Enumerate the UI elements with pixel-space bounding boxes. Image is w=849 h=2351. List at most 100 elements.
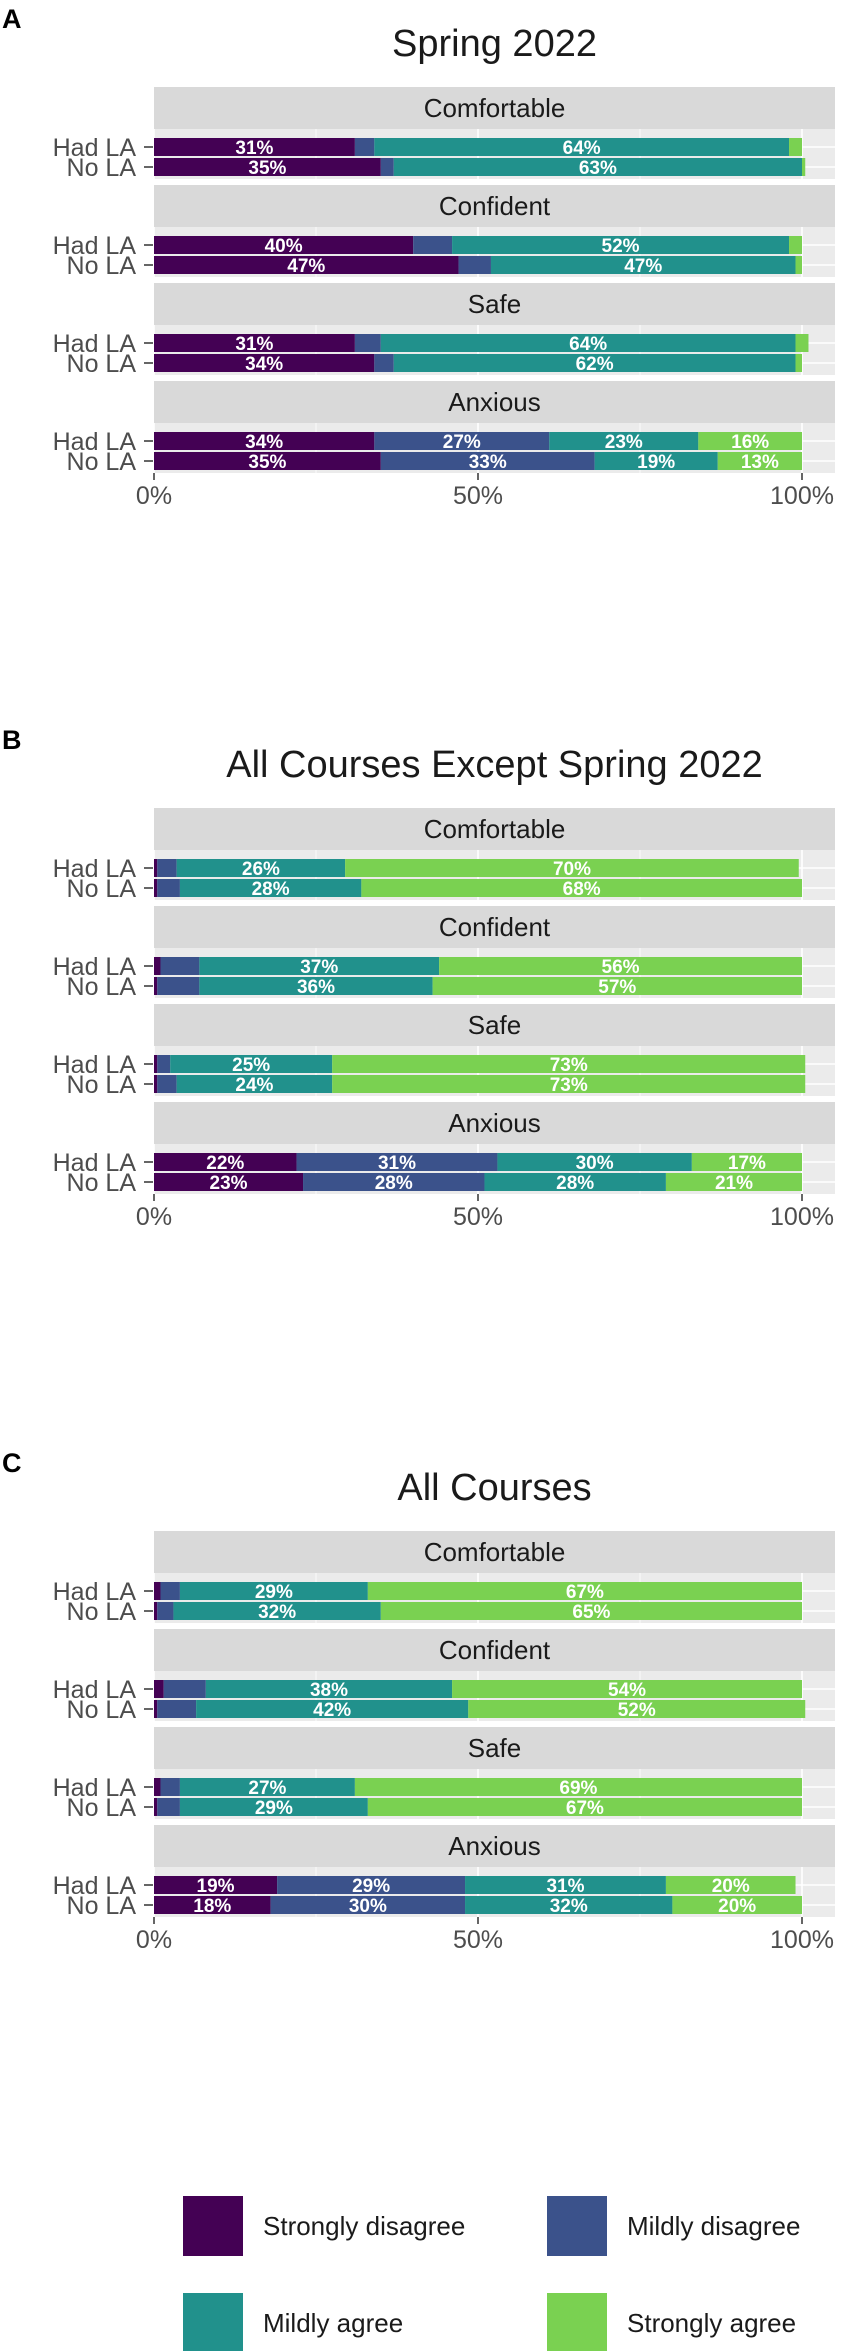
- bar-segment: [345, 859, 799, 877]
- data-label: 29%: [255, 1798, 293, 1819]
- bar-segment: [154, 1680, 164, 1698]
- x-tick-label: 50%: [453, 1203, 503, 1231]
- chart-panel-c: C All Courses Comfortable Had LA 29% 67% No LA…: [2, 1448, 835, 1954]
- bar-segment: [157, 1700, 197, 1718]
- legend: Strongly disagree Mildly disagree Mildly a…: [183, 2196, 800, 2351]
- chart-title: All Courses Except Spring 2022: [226, 744, 763, 786]
- data-label: 23%: [210, 1173, 248, 1194]
- data-label: 68%: [563, 879, 601, 900]
- bar-segment: [179, 1798, 368, 1816]
- bar-segment: [270, 1896, 466, 1914]
- facet-label: Safe: [468, 289, 522, 319]
- data-label: 29%: [255, 1582, 293, 1603]
- legend-swatch: [183, 2293, 243, 2351]
- x-tick-label: 0%: [136, 482, 172, 510]
- bar-segment: [468, 1700, 806, 1718]
- data-label: 62%: [576, 354, 614, 375]
- bar-segment: [157, 977, 200, 995]
- bar-segment: [160, 957, 200, 975]
- bar-segment: [176, 1075, 333, 1093]
- bar-segment: [497, 1153, 692, 1171]
- bar-segment: [795, 354, 802, 372]
- bar-segment: [196, 1700, 469, 1718]
- bar-segment: [199, 957, 440, 975]
- bar-segment: [154, 236, 414, 254]
- facet-confident: Confident Had LA 40% 52% No LA 47% 47%: [53, 185, 835, 280]
- data-label: 34%: [245, 432, 283, 453]
- category-label: Had LA: [53, 134, 137, 162]
- facet-strip: [154, 381, 835, 423]
- bar-segment: [179, 1582, 368, 1600]
- facet-anxious: Anxious Had LA 22% 31% 30% 17% No LA 23% 28% 28% 2…: [53, 1102, 835, 1197]
- data-label: 70%: [553, 859, 591, 880]
- data-label: 47%: [624, 256, 662, 277]
- category-label: No LA: [67, 1696, 137, 1724]
- data-label: 29%: [352, 1876, 390, 1897]
- bar-segment: [549, 432, 699, 450]
- bar-segment: [465, 1896, 673, 1914]
- legend-label: Strongly disagree: [263, 2211, 465, 2241]
- data-label: 18%: [193, 1896, 231, 1917]
- legend-swatch: [183, 2196, 243, 2256]
- bar-segment: [795, 334, 809, 352]
- facet-strip: [154, 283, 835, 325]
- data-label: 47%: [287, 256, 325, 277]
- category-label: No LA: [67, 1071, 137, 1099]
- facet-label: Comfortable: [424, 1537, 566, 1567]
- data-label: 21%: [715, 1173, 753, 1194]
- bar-segment: [154, 1876, 278, 1894]
- legend-item: Strongly disagree: [183, 2196, 465, 2256]
- bar-segment: [393, 354, 796, 372]
- bar-segment: [361, 879, 802, 897]
- category-label: No LA: [67, 973, 137, 1001]
- facet-anxious: Anxious Had LA 34% 27% 23% 16% No LA 35% 33% 19% 1…: [53, 381, 835, 476]
- x-tick-label: 50%: [453, 1926, 503, 1954]
- bar-segment: [154, 452, 381, 470]
- bar-segment: [717, 452, 802, 470]
- facet-strip: [154, 1629, 835, 1671]
- bar-segment: [154, 256, 459, 274]
- data-label: 67%: [566, 1798, 604, 1819]
- bar-segment: [374, 432, 550, 450]
- bar-segment: [154, 1700, 158, 1718]
- bar-segment: [154, 1173, 304, 1191]
- facet-label: Safe: [468, 1733, 522, 1763]
- bar-segment: [367, 1798, 802, 1816]
- bar-segment: [802, 158, 806, 176]
- bar-segment: [163, 1680, 206, 1698]
- data-label: 20%: [718, 1896, 756, 1917]
- bar-segment: [154, 1582, 161, 1600]
- facet-strip: [154, 808, 835, 850]
- x-tick-label: 0%: [136, 1926, 172, 1954]
- bar-segment: [380, 158, 394, 176]
- chart-panel-b: B All Courses Except Spring 2022 Comfortab…: [2, 725, 835, 1231]
- data-label: 69%: [559, 1778, 597, 1799]
- bar-segment: [154, 334, 355, 352]
- data-label: 52%: [602, 236, 640, 257]
- bar-segment: [160, 1778, 180, 1796]
- data-label: 31%: [546, 1876, 584, 1897]
- data-label: 56%: [602, 957, 640, 978]
- bar-segment: [393, 158, 802, 176]
- data-label: 27%: [248, 1778, 286, 1799]
- facet-label: Safe: [468, 1010, 522, 1040]
- category-label: No LA: [67, 1892, 137, 1920]
- data-label: 30%: [349, 1896, 387, 1917]
- bar-segment: [277, 1876, 466, 1894]
- chart-title: All Courses: [397, 1467, 591, 1509]
- category-label: No LA: [67, 875, 137, 903]
- data-label: 34%: [245, 354, 283, 375]
- category-label: No LA: [67, 154, 137, 182]
- data-label: 65%: [572, 1602, 610, 1623]
- data-label: 31%: [235, 334, 273, 355]
- facet-comfortable: Comfortable Had LA 29% 67% No LA 32% 65%: [53, 1531, 835, 1626]
- data-label: 36%: [297, 977, 335, 998]
- bar-segment: [490, 256, 796, 274]
- legend-label: Strongly agree: [627, 2308, 796, 2338]
- bar-segment: [179, 879, 362, 897]
- bar-segment: [154, 879, 158, 897]
- bar-segment: [199, 977, 433, 995]
- bar-segment: [154, 859, 158, 877]
- bar-segment: [354, 334, 381, 352]
